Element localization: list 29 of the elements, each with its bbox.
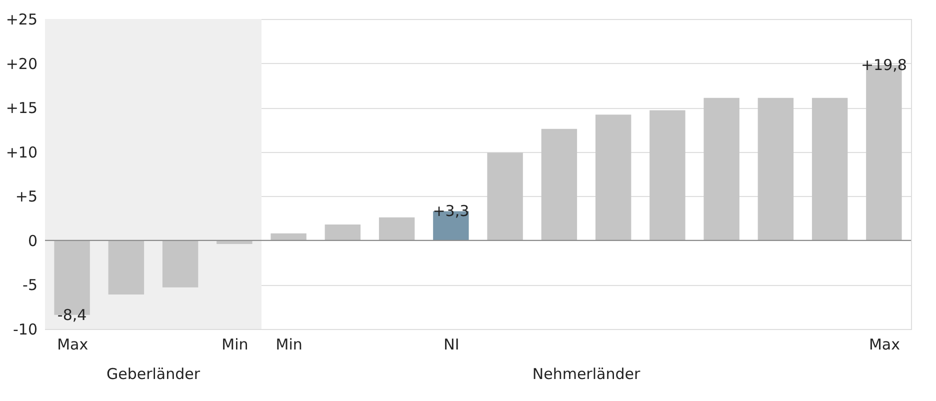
- bar: [650, 110, 686, 240]
- x-tick-label: Min: [276, 336, 302, 354]
- y-tick-label: +5: [15, 188, 38, 206]
- y-tick-label: +25: [6, 10, 38, 28]
- bar: [270, 233, 306, 240]
- x-tick-label: Max: [868, 336, 900, 354]
- y-tick-label: -5: [22, 276, 38, 294]
- bar: [378, 217, 415, 240]
- band-label: Geberländer: [106, 365, 201, 383]
- bar: [487, 152, 523, 240]
- bar: [541, 128, 578, 240]
- text: Nehmerländer: [532, 365, 641, 383]
- y-tick-label: +15: [6, 99, 38, 118]
- bar: [108, 240, 144, 294]
- bar: [758, 98, 794, 240]
- bar: [324, 224, 361, 240]
- bar: [812, 98, 848, 240]
- y-tick-label: +20: [6, 54, 38, 73]
- bar: [162, 240, 198, 288]
- data-label: +19,8: [860, 56, 907, 74]
- y-tick-label: 0: [28, 232, 38, 250]
- x-tick-label: Max: [57, 336, 88, 354]
- bar: [595, 114, 632, 240]
- y-tick-label: +10: [6, 143, 38, 162]
- x-tick-label: Min: [222, 336, 248, 354]
- x-tick-label: NI: [444, 336, 460, 354]
- y-tick-label: -10: [13, 320, 38, 338]
- bar: [704, 98, 740, 240]
- data-label: -8,4: [57, 306, 87, 324]
